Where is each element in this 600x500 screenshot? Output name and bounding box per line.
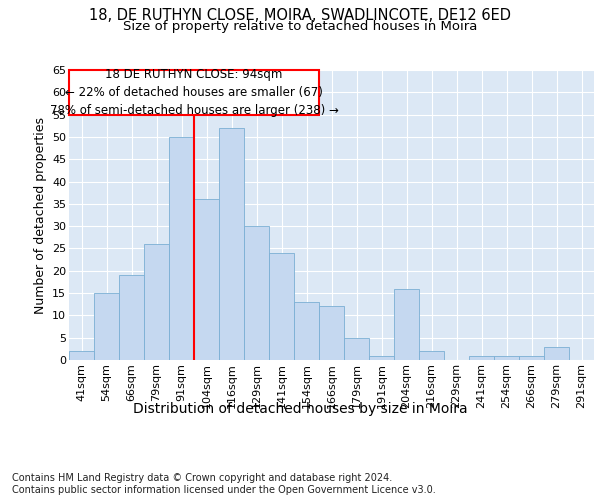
Bar [544,346,569,360]
Text: Distribution of detached houses by size in Moira: Distribution of detached houses by size … [133,402,467,416]
Bar [169,137,194,360]
Text: Contains HM Land Registry data © Crown copyright and database right 2024.
Contai: Contains HM Land Registry data © Crown c… [12,474,436,495]
Text: 18, DE RUTHYN CLOSE, MOIRA, SWADLINCOTE, DE12 6ED: 18, DE RUTHYN CLOSE, MOIRA, SWADLINCOTE,… [89,8,511,22]
Bar [194,200,219,360]
Text: 18 DE RUTHYN CLOSE: 94sqm
← 22% of detached houses are smaller (67)
78% of semi-: 18 DE RUTHYN CLOSE: 94sqm ← 22% of detac… [50,68,338,117]
Bar [319,306,344,360]
Bar [244,226,269,360]
Y-axis label: Number of detached properties: Number of detached properties [34,116,47,314]
Bar [294,302,319,360]
Bar [219,128,244,360]
Bar [69,351,94,360]
FancyBboxPatch shape [69,70,319,114]
Bar [344,338,369,360]
Text: Size of property relative to detached houses in Moira: Size of property relative to detached ho… [123,20,477,33]
Bar [394,288,419,360]
Bar [269,253,294,360]
Bar [369,356,394,360]
Bar [519,356,544,360]
Bar [144,244,169,360]
Bar [419,351,444,360]
Bar [119,275,144,360]
Bar [94,293,119,360]
Bar [494,356,519,360]
Bar [469,356,494,360]
